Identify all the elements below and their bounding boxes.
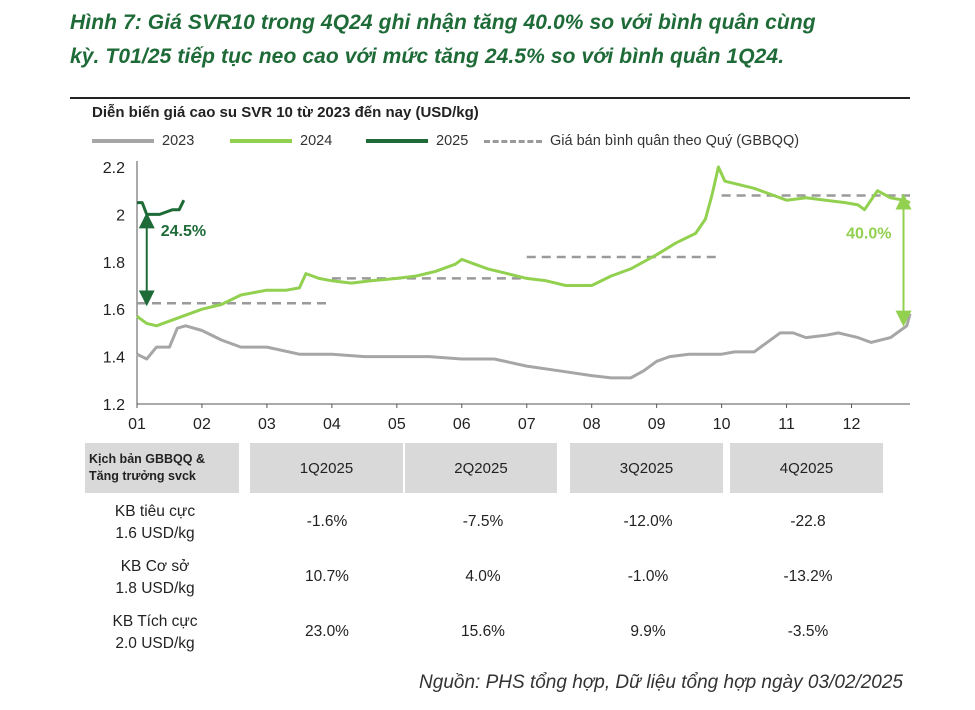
row-label-positive-line-2: 2.0 USD/kg <box>115 635 195 652</box>
legend-swatch-2023 <box>92 139 154 143</box>
cell-positive-4q: -3.5% <box>787 623 829 640</box>
x-tick-label: 11 <box>778 416 795 433</box>
legend-item-2023: 2023 <box>92 133 194 149</box>
legend-item-avg: Giá bán bình quân theo Quý (GBBQQ) <box>484 133 799 149</box>
cell-positive-2q: 15.6% <box>461 623 505 640</box>
y-tick-label: 2.2 <box>103 160 125 177</box>
row-label-base-line-1: KB Cơ sở <box>120 558 190 575</box>
legend-item-2024: 2024 <box>230 133 332 149</box>
row-label-positive: KB Tích cực 2.0 USD/kg <box>85 611 225 655</box>
annotation-label-40-0: 40.0% <box>846 225 891 242</box>
row-label-base-line-2: 1.8 USD/kg <box>115 580 195 597</box>
row-label-negative: KB tiêu cực 1.6 USD/kg <box>85 501 225 545</box>
chart-title: Diễn biến giá cao su SVR 10 từ 2023 đến … <box>92 104 479 121</box>
row-label-positive-line-1: KB Tích cực <box>112 613 198 630</box>
x-tick-label: 05 <box>388 416 406 433</box>
table-header-4q2025: 4Q2025 <box>730 443 883 493</box>
figure-title: Hình 7: Giá SVR10 trong 4Q24 ghi nhận tă… <box>70 6 950 74</box>
row-label-base: KB Cơ sở 1.8 USD/kg <box>85 556 225 600</box>
table-header-scenario-line-1: Kịch bản GBBQQ & <box>89 452 205 466</box>
series-line-2025 <box>137 199 186 216</box>
legend-item-2025: 2025 <box>366 133 468 149</box>
price-chart: 1.2 1.4 1.6 1.8 2 2.2 01 02 03 04 05 06 07 08 09 10 11 12… <box>103 160 912 433</box>
cell-positive-3q: 9.9% <box>630 623 666 640</box>
legend-swatch-2024 <box>230 139 292 143</box>
legend-swatch-2025 <box>366 139 428 143</box>
series-line-2023 <box>136 313 912 380</box>
y-tick-label: 1.8 <box>103 255 125 272</box>
y-tick-label: 1.6 <box>103 302 125 319</box>
row-label-negative-line-1: KB tiêu cực <box>114 503 196 520</box>
x-tick-label: 09 <box>648 416 666 433</box>
legend-label-2025: 2025 <box>436 133 469 149</box>
cell-base-4q: -13.2% <box>783 568 833 585</box>
table-header-scenario-line-2: Tăng trưởng svck <box>89 469 196 483</box>
figure-title-line-2: kỳ. T01/25 tiếp tục neo cao với mức tăng… <box>70 45 785 68</box>
y-tick-label: 1.2 <box>103 397 125 414</box>
cell-positive-1q: 23.0% <box>305 623 349 640</box>
cell-base-1q: 10.7% <box>305 568 349 585</box>
legend-label-2024: 2024 <box>300 133 333 149</box>
y-tick-label: 2 <box>116 207 125 224</box>
x-tick-label: 03 <box>258 416 276 433</box>
table-header-3q2025: 3Q2025 <box>570 443 723 493</box>
x-tick-label: 08 <box>583 416 601 433</box>
cell-negative-1q: -1.6% <box>306 513 348 530</box>
cell-negative-4q: -22.8 <box>790 513 826 530</box>
table-header-1q2025: 1Q2025 <box>250 443 403 493</box>
legend-label-avg: Giá bán bình quân theo Quý (GBBQQ) <box>550 133 800 149</box>
cell-negative-2q: -7.5% <box>462 513 504 530</box>
row-label-negative-line-2: 1.6 USD/kg <box>115 525 195 542</box>
x-tick-label: 04 <box>323 416 341 433</box>
series-line-2024 <box>136 165 911 328</box>
x-tick-label: 07 <box>518 416 536 433</box>
x-tick-label: 12 <box>843 416 861 433</box>
source-note: Nguồn: PHS tổng hợp, Dữ liệu tổng hợp ng… <box>419 672 903 693</box>
y-tick-label: 1.4 <box>103 350 125 367</box>
legend-label-2023: 2023 <box>162 133 195 149</box>
x-tick-label: 01 <box>128 416 146 433</box>
table-header-2q2025: 2Q2025 <box>405 443 557 493</box>
table-header-scenario: Kịch bản GBBQQ & Tăng trưởng svck <box>85 443 239 493</box>
cell-base-2q: 4.0% <box>465 568 501 585</box>
figure-title-line-1: Hình 7: Giá SVR10 trong 4Q24 ghi nhận tă… <box>70 11 816 34</box>
cell-base-3q: -1.0% <box>627 568 669 585</box>
legend-swatch-avg <box>484 139 542 143</box>
top-rule <box>70 97 910 99</box>
x-tick-label: 06 <box>453 416 471 433</box>
annotation-label-24-5: 24.5% <box>161 223 206 240</box>
cell-negative-3q: -12.0% <box>623 513 673 530</box>
x-tick-label: 10 <box>713 416 731 433</box>
x-tick-label: 02 <box>193 416 211 433</box>
